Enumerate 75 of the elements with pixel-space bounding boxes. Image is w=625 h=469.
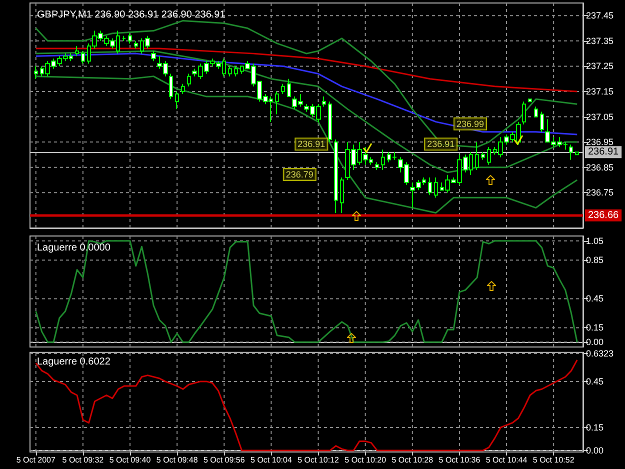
text: Laguerre 0.0000 (37, 242, 111, 254)
y-tick-label: 237.25 (586, 61, 614, 72)
ref-line-label: 236.66 (588, 210, 620, 221)
annotation: 236.91 (298, 139, 326, 150)
candlestick (287, 78, 291, 98)
candlestick (334, 139, 338, 214)
candlestick (187, 73, 191, 87)
candlestick (234, 66, 238, 77)
x-tick-label: 5 Oct 09:48 (156, 456, 198, 464)
text: GBPJPY,M1 236.90 236.91 236.90 236.91 (37, 10, 226, 20)
x-tick-label: 5 Oct 09:32 (62, 456, 104, 464)
line-series (35, 52, 578, 136)
candlestick (275, 90, 279, 115)
y-tick-label: 0.00 (586, 445, 604, 456)
y-tick-label: 0.45 (586, 294, 604, 304)
y-tick-label: 0.15 (586, 322, 604, 333)
chart-title: Laguerre 0.6022 (37, 356, 111, 368)
candlestick (534, 106, 538, 118)
candlestick (281, 83, 285, 95)
candlestick (175, 90, 179, 110)
candlestick (528, 98, 532, 102)
candlestick (569, 144, 573, 160)
x-tick-label: 5 Oct 09:40 (109, 456, 152, 464)
line-series (35, 76, 578, 214)
candlestick (128, 32, 132, 44)
candlestick (322, 96, 326, 108)
candlestick (75, 45, 79, 57)
y-tick-label: 236.85 (586, 162, 614, 172)
y-tick-label: 0.6323 (586, 348, 614, 358)
candlestick (122, 35, 126, 42)
y-tick-label: 236.95 (586, 137, 614, 148)
candlestick (34, 66, 38, 80)
candlestick (328, 101, 332, 143)
candlestick (434, 176, 438, 198)
y-tick-label: 237.05 (586, 112, 614, 122)
y-tick-label: 236.75 (586, 188, 614, 198)
candlestick (375, 162, 379, 170)
line-series (35, 359, 578, 452)
y-tick-label: 237.15 (586, 86, 614, 96)
x-tick-label: 5 Oct 10:04 (250, 456, 292, 464)
x-tick-label: 5 Oct 10:20 (344, 456, 387, 464)
x-tick-label: 5 Oct 09:56 (203, 456, 246, 464)
x-tick-label: 5 Oct 10:44 (486, 456, 528, 464)
candlestick (575, 152, 579, 156)
y-tick-label: 0.85 (586, 255, 604, 266)
y-tick-label: 0.45 (586, 376, 604, 386)
candlestick (151, 50, 156, 62)
candlestick (181, 83, 185, 95)
y-tick-label: 0.15 (586, 422, 604, 432)
y-tick-label: 237.45 (586, 10, 614, 21)
candlestick (475, 142, 479, 170)
x-tick-label: 5 Oct 2007 (16, 456, 56, 464)
candlestick (540, 111, 544, 132)
x-tick-label: 5 Oct 10:28 (392, 456, 434, 464)
candlestick (522, 101, 526, 125)
candlestick (169, 73, 173, 100)
candlestick (134, 40, 138, 50)
candlestick (340, 176, 344, 214)
x-tick-label: 5 Oct 10:12 (298, 456, 340, 464)
candlestick (228, 66, 232, 77)
x-tick-label: 5 Oct 10:36 (438, 456, 481, 464)
line-series (35, 240, 578, 343)
x-tick-label: 5 Oct 10:52 (532, 456, 575, 464)
candlestick (487, 146, 491, 166)
annotation: 236.79 (286, 169, 314, 180)
y-tick-label: 237.35 (586, 36, 614, 46)
annotation: 236.99 (456, 118, 484, 129)
ref-line-label: 236.91 (588, 146, 620, 158)
candlestick (481, 152, 485, 160)
line-series (35, 48, 578, 92)
candlestick (381, 149, 385, 170)
candlestick (428, 176, 432, 196)
y-tick-label: 0.00 (586, 337, 604, 348)
y-tick-label: 1.05 (586, 236, 604, 246)
candlestick (81, 50, 85, 64)
